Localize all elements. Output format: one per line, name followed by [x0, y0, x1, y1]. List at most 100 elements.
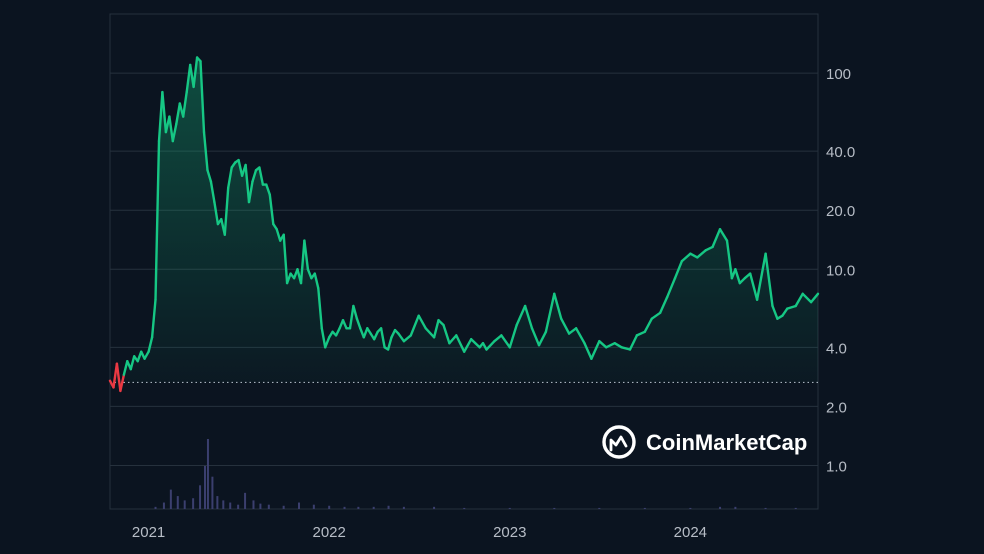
price-line-segment [718, 227, 729, 242]
price-line-segment [665, 277, 677, 299]
price-line-segment [764, 252, 774, 308]
price-line-segment [171, 122, 178, 143]
price-line-segment [161, 90, 168, 134]
volume-bar [328, 505, 331, 509]
x-axis-ticks: 2021 2022 2023 2024 [132, 524, 707, 541]
price-line-segment [386, 336, 393, 351]
price-line-segment [734, 268, 741, 285]
price-line-segment [247, 180, 254, 204]
price-line-segment [226, 166, 233, 190]
x-tick-label: 2024 [674, 524, 707, 541]
price-line-segment [355, 317, 362, 330]
brand-watermark: CoinMarketCap [602, 425, 807, 459]
volume-bar [282, 505, 285, 509]
y-tick-label: 1.0 [826, 458, 847, 475]
price-line-segment [313, 272, 320, 290]
volume-bar [216, 496, 219, 509]
price-line-segment [696, 249, 707, 259]
price-line-segment [324, 336, 331, 349]
volume-bar [199, 485, 202, 509]
price-line-segment [244, 163, 251, 204]
volume-bar [598, 507, 601, 509]
volume-bar [689, 507, 692, 509]
price-line-segment [154, 139, 161, 301]
volume-bar [508, 507, 511, 509]
price-line-segment [560, 317, 571, 335]
price-line-segment [258, 166, 265, 186]
volume-bar [387, 505, 390, 509]
volume-bar [402, 506, 405, 509]
price-line-segment [136, 350, 143, 363]
price-line-segment [781, 307, 789, 317]
price-line-segment [199, 60, 206, 134]
volume-bar [203, 465, 206, 509]
price-line-segment [515, 304, 527, 327]
price-line-segment [493, 334, 503, 343]
volume-bar [433, 506, 436, 509]
volume-bar [252, 500, 255, 509]
volume-bar [463, 507, 466, 509]
volume-bar [764, 507, 767, 509]
price-line-segment [583, 342, 593, 360]
price-line-segment [786, 304, 797, 310]
price-line-segment [725, 239, 734, 280]
y-tick-label: 10.0 [826, 262, 855, 279]
price-line-segment [352, 304, 359, 320]
y-axis-ticks: 100 40.0 20.0 10.0 4.0 2.0 1.0 [826, 66, 855, 475]
price-line-segment [122, 360, 129, 376]
volume-bar [192, 498, 195, 509]
price-line-segment [809, 292, 820, 304]
price-line-segment [237, 158, 244, 177]
brand-name: CoinMarketCap [646, 430, 807, 455]
price-line-segment [275, 227, 282, 242]
volume-bar [169, 489, 172, 509]
volume-bar [183, 500, 186, 509]
volume-bar [206, 439, 209, 509]
volume-bar [259, 503, 262, 509]
price-line-segment [268, 193, 275, 226]
volume-bar [154, 506, 157, 509]
volume-bar [222, 500, 225, 509]
coinmarketcap-logo-icon [602, 425, 636, 459]
volume-bar [553, 507, 556, 509]
price-line-segment [801, 292, 813, 304]
price-line-segment [341, 319, 348, 330]
price-line-segment [119, 373, 126, 393]
price-line-segment [673, 259, 684, 280]
price-line-segment [442, 323, 451, 345]
volume-bar [643, 507, 646, 509]
price-area-fill [110, 57, 818, 391]
volume-bar [244, 492, 247, 509]
price-line-segment [537, 330, 548, 347]
price-line-segment [500, 334, 511, 349]
volume-bar [267, 504, 270, 509]
price-line-segment [553, 292, 563, 320]
price-line-segment [523, 304, 534, 330]
price-line-segment [432, 319, 440, 339]
price-line-segment [424, 327, 436, 339]
price-line-segment [605, 342, 616, 349]
price-line-segment [362, 327, 369, 339]
volume-bar [372, 506, 375, 509]
price-line-segment [202, 130, 209, 172]
price-line-segment [613, 342, 623, 349]
price-line-segment [448, 334, 458, 345]
price-line [108, 56, 820, 393]
price-line-segment [175, 102, 182, 126]
volume-bar [229, 502, 232, 509]
price-line-segment [755, 252, 767, 301]
price-line-segment [530, 327, 541, 347]
price-line-segment [650, 311, 662, 320]
price-line-segment [470, 338, 481, 349]
price-line-segment [185, 63, 192, 94]
price-line-segment [206, 168, 213, 183]
price-area [110, 57, 818, 391]
price-line-segment [689, 252, 699, 259]
price-line-segment [417, 314, 427, 330]
x-tick-label: 2023 [493, 524, 526, 541]
volume-bar [211, 476, 214, 509]
price-line-segment [143, 350, 150, 360]
price-line-segment [598, 340, 608, 349]
y-tick-label: 2.0 [826, 399, 847, 416]
